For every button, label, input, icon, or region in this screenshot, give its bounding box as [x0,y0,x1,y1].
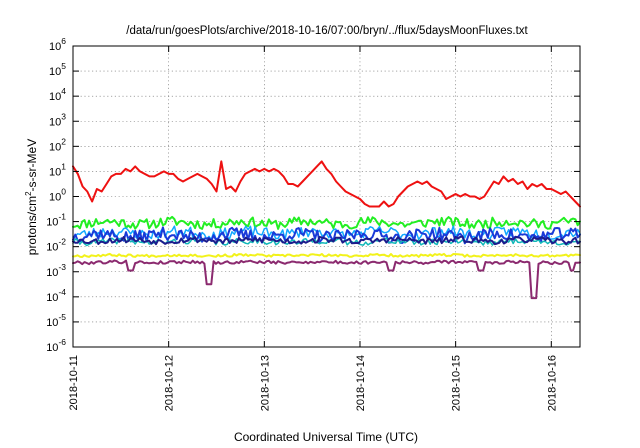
y-tick-label: 10-5 [46,312,66,329]
x-tick-label: 2018-10-16 [546,355,558,411]
y-axis-label-sup: 2 [24,191,33,196]
series-line-8 [72,259,581,300]
y-tick-label: 105 [49,61,66,78]
y-tick-label: 10-6 [46,337,66,354]
x-tick-label: 2018-10-14 [355,355,367,411]
y-tick-label: 104 [49,86,66,103]
y-axis-label-rest: -s-sr-MeV [25,139,39,192]
x-tick-label: 2018-10-12 [164,355,176,411]
series-line-1 [72,160,581,208]
y-tick-label: 106 [49,36,66,53]
x-tick-label: 2018-10-13 [259,355,271,411]
y-tick-label: 10-2 [46,237,66,254]
data-series [72,160,581,300]
series-line-2 [72,215,581,230]
axis-ticks: 10-6 10-5 10-4 10-3 10-2 10-1 100 101 102 103 104 1… [46,36,580,411]
y-axis-label-base: protons/cm [25,196,39,255]
chart-title: /data/run/goesPlots/archive/2018-10-16/0… [126,25,528,37]
series-line-4 [72,226,581,245]
series-line-7 [72,252,581,258]
series-line-3 [72,225,581,241]
y-tick-label: 100 [49,187,66,204]
grid-lines [73,46,580,347]
x-tick-label: 2018-10-11 [68,355,80,410]
y-tick-label: 102 [49,136,66,153]
y-tick-label: 10-1 [46,212,66,229]
y-axis-label: protons/cm2-s-sr-MeV [24,139,39,255]
y-tick-label: 101 [49,161,66,178]
x-axis-label: Coordinated Universal Time (UTC) [234,430,418,444]
series-line-6 [72,235,581,246]
svg-text:protons/cm2-s-sr-MeV: protons/cm2-s-sr-MeV [24,139,39,255]
y-tick-label: 103 [49,111,66,128]
x-tick-label: 2018-10-15 [451,355,463,411]
y-tick-label: 10-3 [46,262,66,279]
y-tick-label: 10-4 [46,287,66,304]
